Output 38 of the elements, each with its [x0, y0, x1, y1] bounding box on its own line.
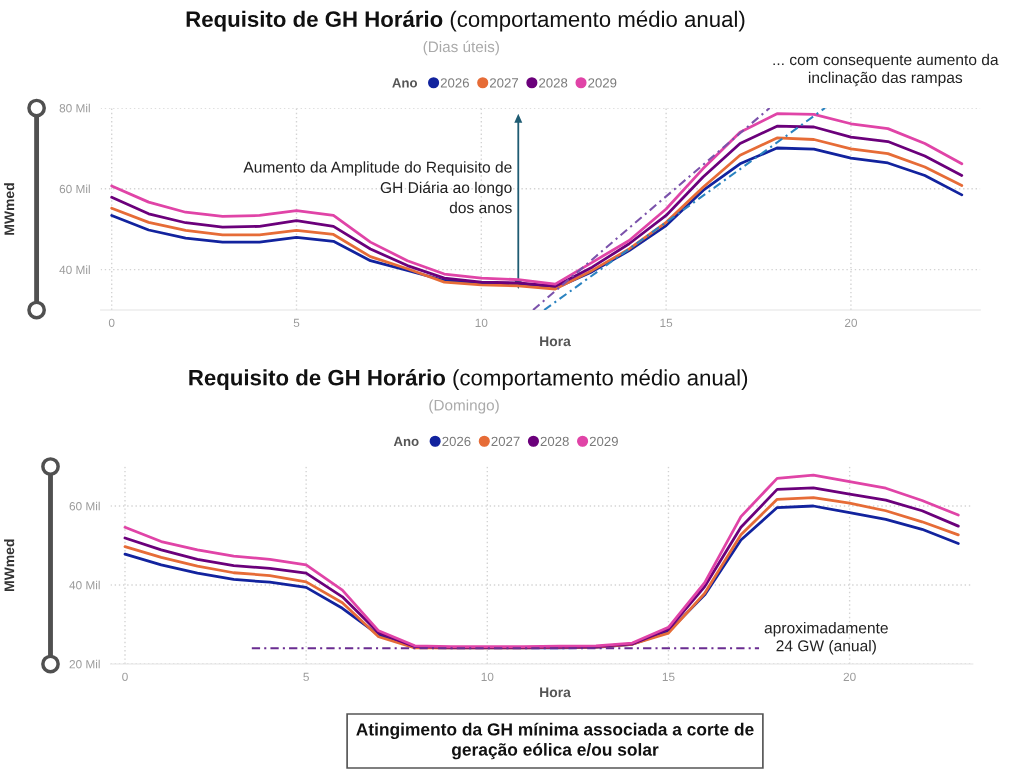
x-tick-label: 20 [843, 672, 856, 681]
chart-subtitle: (Domingo) [429, 399, 499, 414]
legend-label: 2029 [588, 78, 617, 88]
x-tick-label: 15 [662, 672, 675, 681]
x-tick-label: 5 [293, 318, 300, 327]
chart-subtitle: (Dias úteis) [423, 40, 499, 56]
x-axis-title: Hora [540, 336, 571, 347]
legend-label: 2029 [589, 436, 618, 447]
x-tick-label: 20 [844, 318, 858, 327]
annotation: aproximadamente 24 GW (anual) [764, 622, 888, 655]
x-tick-label: 10 [481, 672, 494, 681]
x-tick-label: 5 [303, 672, 309, 681]
text: Atingimento da GH mínima associada a corte de geração eólica e/ou solar [356, 722, 754, 760]
legend-label: 2028 [539, 78, 568, 88]
x-tick-label: 0 [108, 318, 115, 327]
text: ... com consequente aumento da inclinação das rampas [773, 53, 999, 87]
chart-title: Requisito de GH Horário (comportamento médio anual) [186, 10, 745, 32]
legend-label: 2027 [491, 436, 520, 447]
legend-label: 2027 [489, 78, 519, 88]
legend-label: 2026 [442, 436, 471, 447]
chart-title: Requisito de GH Horário (comportamento médio anual) [189, 369, 748, 390]
y-axis-title: MWmed [4, 183, 15, 235]
x-tick-label: 0 [122, 672, 128, 681]
y-tick-label: 60 Mil [69, 501, 100, 511]
legend-title: Ano [392, 78, 418, 88]
x-tick-label: 10 [475, 318, 488, 327]
y-tick-label: 20 Mil [69, 659, 100, 669]
legend-label: 2028 [540, 436, 569, 447]
y-tick-label: 80 Mil [59, 103, 90, 113]
y-tick-label: 40 Mil [69, 580, 100, 590]
x-tick-label: 15 [660, 318, 673, 327]
y-tick-label: 60 Mil [59, 184, 90, 194]
legend-label: 2026 [440, 78, 469, 88]
x-axis-title: Hora [540, 687, 571, 698]
annotation: Aumento da Amplitude do Requisito de GH Diária ao longo dos anos [243, 161, 512, 214]
y-tick-label: 40 Mil [59, 265, 90, 274]
legend-title: Ano [393, 436, 419, 447]
y-axis-title: MWmed [4, 539, 15, 591]
